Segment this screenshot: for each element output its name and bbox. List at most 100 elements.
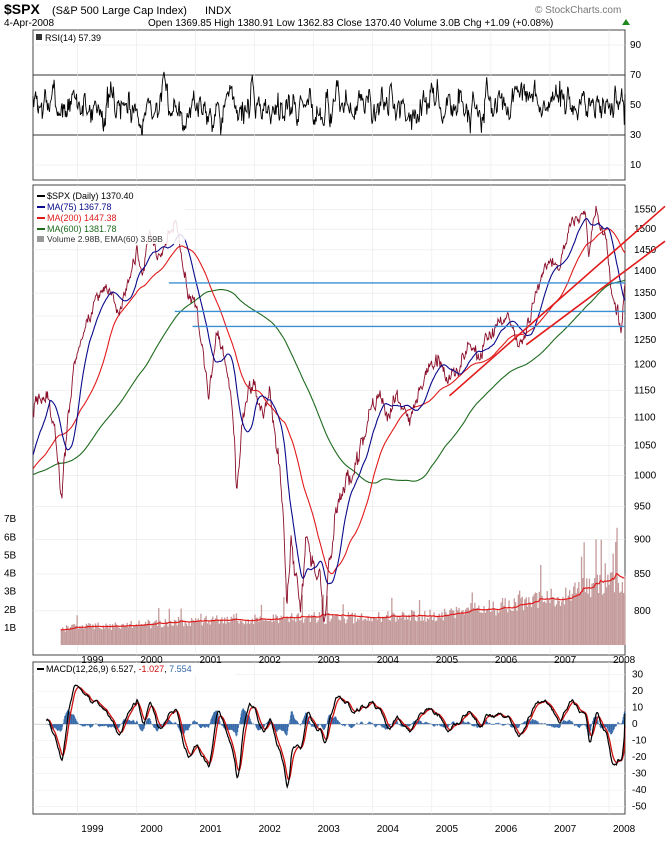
volume-bar xyxy=(79,626,81,645)
volume-bar xyxy=(545,603,547,645)
volume-tick-label: 6B xyxy=(4,532,17,543)
volume-bar xyxy=(600,539,602,645)
rsi-legend-bg xyxy=(35,31,135,43)
x-tick-label: 2004 xyxy=(377,655,400,666)
price-tick-label: 1400 xyxy=(634,266,657,277)
price-tick-label: 900 xyxy=(634,534,651,545)
volume-bar xyxy=(401,611,404,645)
volume-bar xyxy=(360,613,363,645)
volume-bar xyxy=(291,613,293,645)
volume-bar xyxy=(234,618,236,645)
rsi-legend-label: RSI(14) 57.39 xyxy=(45,33,101,43)
volume-bar xyxy=(289,616,292,645)
volume-bar xyxy=(503,605,505,645)
volume-bar xyxy=(81,625,83,645)
legend-volume: Volume 2.98B, EMA(60) 3.59B xyxy=(47,234,163,244)
volume-bar xyxy=(376,619,378,645)
volume-bar xyxy=(471,592,473,645)
volume-bar xyxy=(121,624,123,645)
volume-bar xyxy=(438,613,440,645)
volume-bar xyxy=(549,603,551,645)
volume-bar xyxy=(62,627,64,645)
volume-bar xyxy=(251,618,253,645)
volume-bar xyxy=(414,620,417,645)
volume-bar xyxy=(212,616,214,645)
volume-bar xyxy=(347,612,350,645)
volume-bar xyxy=(405,615,407,645)
volume-bar xyxy=(280,615,282,645)
volume-bar xyxy=(309,621,311,645)
volume-bar xyxy=(123,626,126,645)
x-tick-label: 2008 xyxy=(613,655,636,666)
volume-bar xyxy=(384,616,386,645)
volume-bar xyxy=(554,606,556,645)
volume-bar xyxy=(624,575,626,645)
volume-bar xyxy=(231,618,234,645)
volume-bar xyxy=(587,593,589,645)
volume-bar xyxy=(329,621,331,645)
volume-bar xyxy=(144,621,147,645)
volume-bar xyxy=(508,600,510,645)
volume-bar xyxy=(98,628,101,645)
volume-bar xyxy=(267,621,269,645)
volume-bar xyxy=(359,617,361,645)
volume-bar xyxy=(465,609,467,645)
volume-bar xyxy=(125,625,127,645)
volume-bar xyxy=(65,625,68,645)
volume-bar xyxy=(96,626,98,645)
volume-bar xyxy=(575,593,577,645)
volume-bar xyxy=(198,621,201,645)
volume-bar xyxy=(93,629,95,645)
volume-bar xyxy=(538,591,540,645)
volume-bar xyxy=(496,610,498,645)
volume-bar xyxy=(584,592,587,645)
volume-bar xyxy=(530,607,533,645)
symbol: $SPX xyxy=(4,1,40,17)
volume-bar xyxy=(189,625,191,645)
volume-bar xyxy=(479,612,481,645)
volume-bar xyxy=(470,603,472,645)
volume-bar xyxy=(367,616,369,645)
volume-bar xyxy=(264,619,267,645)
price-tick-label: 1200 xyxy=(634,360,657,371)
volume-bar xyxy=(67,626,69,645)
volume-bar xyxy=(499,610,501,645)
volume-bar xyxy=(163,625,165,645)
volume-bar xyxy=(559,605,562,645)
volume-bar xyxy=(227,622,230,645)
volume-bar xyxy=(482,612,484,645)
volume-bar xyxy=(110,629,112,645)
volume-bar xyxy=(245,621,247,645)
volume-bar xyxy=(528,597,530,645)
macd-tick-label: 10 xyxy=(632,703,644,714)
volume-bar xyxy=(275,614,277,645)
rsi-legend-swatch xyxy=(36,34,42,40)
volume-bar xyxy=(590,597,592,645)
volume-bar xyxy=(314,616,317,645)
volume-bar xyxy=(583,542,585,645)
volume-bar xyxy=(412,611,414,645)
volume-bar xyxy=(386,614,388,645)
rsi-series-line xyxy=(32,71,626,136)
volume-bar xyxy=(555,604,558,645)
volume-bar xyxy=(332,613,334,645)
volume-bar xyxy=(222,623,224,645)
volume-tick-label: 4B xyxy=(4,569,17,580)
volume-bar xyxy=(297,613,299,645)
volume-bar xyxy=(247,619,249,645)
volume-bar xyxy=(119,628,122,645)
price-series-line xyxy=(32,205,626,623)
volume-bar xyxy=(541,595,543,645)
volume-bar xyxy=(160,627,163,645)
macd-tick-label: -20 xyxy=(632,752,647,763)
volume-bar xyxy=(607,574,609,645)
volume-bar xyxy=(339,620,342,645)
volume-bar xyxy=(603,593,605,645)
volume-bar xyxy=(218,623,220,645)
volume-bar xyxy=(226,616,228,645)
volume-bar xyxy=(214,618,216,645)
volume-bar xyxy=(63,629,65,645)
volume-bar xyxy=(408,614,410,645)
volume-bar xyxy=(335,615,338,645)
volume-bar xyxy=(201,625,203,645)
